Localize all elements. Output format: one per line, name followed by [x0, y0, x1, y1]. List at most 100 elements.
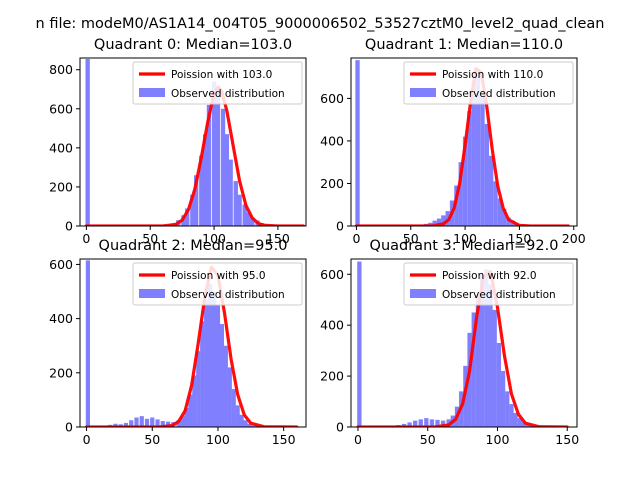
histogram-bar — [192, 375, 197, 427]
histogram-bar — [231, 389, 236, 427]
histogram-bar — [233, 181, 238, 226]
x-tick-label: 100 — [486, 432, 510, 447]
histogram-bar — [496, 343, 502, 427]
histogram-bar — [243, 420, 248, 427]
y-tick-label: 400 — [49, 311, 73, 326]
figure-suptitle: n file: modeM0/AS1A14_004T05_9000006502_… — [36, 16, 605, 32]
legend-hist-label: Observed distribution — [442, 289, 556, 301]
histogram-bar — [357, 261, 362, 427]
y-tick-label: 200 — [49, 179, 73, 194]
legend-box — [132, 262, 303, 306]
panel-quadrant-1: 0 50 100 150 200 0 200 400 600 Quadrant 1: Median… — [320, 37, 586, 246]
histogram-bar — [471, 81, 476, 226]
y-tick-label: 600 — [320, 91, 344, 106]
histogram-bar — [207, 283, 213, 427]
histogram-bar — [215, 85, 221, 226]
histogram-bar — [150, 417, 155, 427]
histogram-bar — [220, 108, 226, 226]
legend-box — [403, 262, 574, 306]
histogram-bar — [500, 371, 506, 427]
histogram-bar — [517, 418, 522, 427]
legend-hist-label: Observed distribution — [171, 88, 285, 100]
panel-quadrant-0: 0 50 100 150 0 200 400 600 800 Quadrant 0: Median… — [49, 37, 307, 246]
y-tick-label: 200 — [320, 369, 344, 384]
x-tick-label: 150 — [272, 432, 296, 447]
x-tick-label: 50 — [420, 432, 436, 447]
panel-title: Quadrant 2: Median=95.0 — [99, 238, 288, 254]
histogram-bar — [219, 324, 224, 427]
histogram-bar — [440, 420, 446, 427]
axes-frame — [350, 258, 578, 428]
histogram-bar — [435, 419, 440, 427]
x-tick-label: 100 — [202, 231, 226, 246]
histogram-bar — [165, 421, 171, 427]
histogram-bar — [200, 321, 205, 427]
x-tick-label: 0 — [83, 432, 91, 447]
panel-title: Quadrant 1: Median=110.0 — [365, 37, 563, 53]
histogram-bar — [227, 367, 232, 427]
histogram-bar — [509, 404, 514, 427]
histogram-bar — [475, 72, 481, 226]
legend-hist-label: Observed distribution — [442, 88, 556, 100]
x-tick-label: 150 — [266, 231, 290, 246]
histogram-bar — [479, 274, 485, 427]
y-tick-label: 400 — [49, 140, 73, 155]
y-tick-label: 0 — [65, 219, 73, 234]
legend-box — [132, 61, 303, 105]
histogram-bar — [237, 194, 242, 226]
histogram-bar — [194, 175, 199, 226]
y-tick-label: 600 — [49, 257, 73, 272]
histogram-bar — [188, 394, 193, 427]
histogram-bar — [176, 420, 181, 427]
histogram-bar — [407, 422, 412, 427]
y-tick-label: 400 — [320, 133, 344, 148]
histogram-bar — [488, 284, 493, 427]
legend-poisson-label: Poission with 92.0 — [442, 270, 537, 282]
panel-quadrant-2: 0 50 100 150 0 200 400 600 Quadrant 2: Median=95… — [49, 238, 307, 447]
legend-poisson-label: Poission with 95.0 — [171, 270, 266, 282]
histogram-bar — [251, 425, 256, 427]
histogram-bar — [139, 416, 144, 427]
histogram-bar — [223, 345, 228, 427]
histogram-bar — [454, 185, 459, 226]
y-tick-label: 200 — [320, 176, 344, 191]
legend-hist-label: Observed distribution — [171, 289, 285, 301]
histogram-bar — [488, 155, 494, 226]
histogram-bar — [429, 419, 435, 427]
legend-hist-swatch — [410, 88, 436, 97]
histogram-bar — [239, 414, 244, 427]
legend: Poission with 95.0 Observed distribution — [132, 262, 303, 306]
histogram-bar — [467, 111, 472, 226]
histogram-bar — [475, 294, 481, 427]
panel-quadrant-3: 0 50 100 150 0 200 400 600 Quadrant 3: Median=92… — [320, 238, 579, 447]
x-tick-label: 0 — [352, 231, 360, 246]
panel-title: Quadrant 3: Median=92.0 — [370, 238, 559, 254]
histogram-bar — [505, 391, 510, 427]
legend: Poission with 92.0 Observed distribution — [403, 262, 574, 306]
x-tick-label: 100 — [206, 432, 230, 447]
legend-poisson-label: Poission with 110.0 — [442, 69, 543, 81]
panel-title: Quadrant 0: Median=103.0 — [94, 37, 292, 53]
x-tick-label: 50 — [403, 231, 419, 246]
y-tick-label: 800 — [49, 62, 73, 77]
histogram-bar — [123, 422, 129, 427]
y-tick-label: 400 — [320, 318, 344, 333]
histogram-bar — [196, 351, 201, 427]
x-tick-label: 150 — [555, 432, 579, 447]
legend-hist-swatch — [139, 289, 165, 298]
histogram-bar — [160, 421, 165, 427]
histogram-bar — [155, 419, 160, 427]
axes-frame — [79, 57, 307, 227]
histogram-bar — [206, 104, 212, 226]
histogram-bar — [224, 134, 230, 226]
histogram-bar — [250, 217, 255, 226]
x-tick-label: 100 — [453, 231, 477, 246]
histogram-bar — [185, 208, 190, 226]
histogram-bar — [521, 421, 527, 427]
histogram-bar — [202, 134, 208, 226]
histogram-bar — [246, 212, 251, 226]
legend-hist-swatch — [410, 289, 436, 298]
y-tick-label: 0 — [336, 219, 344, 234]
x-tick-label: 50 — [142, 231, 158, 246]
